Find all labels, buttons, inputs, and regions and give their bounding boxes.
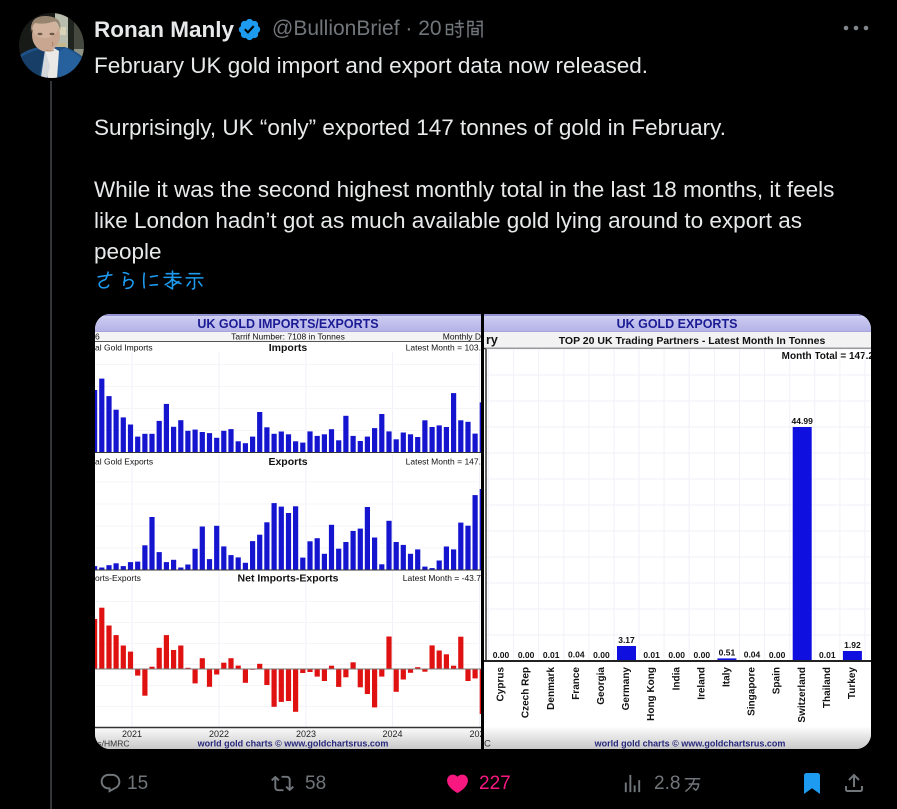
svg-text:0.00: 0.00 xyxy=(668,650,685,660)
svg-text:3.17: 3.17 xyxy=(618,635,635,645)
svg-text:0.01: 0.01 xyxy=(543,650,560,660)
svg-text:France: France xyxy=(571,667,582,700)
svg-text:Month Total = 147.2: Month Total = 147.2 xyxy=(782,351,871,362)
svg-text:Hong Kong: Hong Kong xyxy=(646,667,657,721)
svg-text:2025: 2025 xyxy=(469,729,489,739)
svg-text:world gold charts © www.goldch: world gold charts © www.goldchartsrus.co… xyxy=(594,739,786,749)
svg-text:1.92: 1.92 xyxy=(844,640,861,650)
svg-text:world gold charts © www.goldch: world gold charts © www.goldchartsrus.co… xyxy=(197,739,389,749)
svg-text:Ireland: Ireland xyxy=(696,667,707,700)
svg-text:ts/HMRC: ts/HMRC xyxy=(95,739,129,749)
svg-text:Tarrif Number: 7108 in Tonnes: Tarrif Number: 7108 in Tonnes xyxy=(231,332,345,342)
svg-text:Monthly D: Monthly D xyxy=(443,332,481,342)
svg-text:0.01: 0.01 xyxy=(819,650,836,660)
svg-text:Czech Rep: Czech Rep xyxy=(521,667,532,718)
svg-text:2022: 2022 xyxy=(209,729,229,739)
svg-text:0.01: 0.01 xyxy=(643,650,660,660)
svg-text:Turkey: Turkey xyxy=(847,667,858,699)
svg-text:al Gold Imports: al Gold Imports xyxy=(95,343,153,353)
svg-text:6: 6 xyxy=(95,332,100,342)
svg-text:Latest Month = 147.: Latest Month = 147. xyxy=(406,457,481,467)
svg-text:Latest Month = -43.7: Latest Month = -43.7 xyxy=(403,573,481,583)
svg-text:2021: 2021 xyxy=(122,729,142,739)
svg-text:Singapore: Singapore xyxy=(747,667,758,716)
svg-text:UK GOLD EXPORTS: UK GOLD EXPORTS xyxy=(617,317,738,331)
svg-text:Switzerland: Switzerland xyxy=(797,667,808,723)
svg-text:Germany: Germany xyxy=(621,667,632,711)
svg-text:C: C xyxy=(484,739,491,750)
svg-text:Georgia: Georgia xyxy=(596,667,607,705)
svg-text:Thailand: Thailand xyxy=(822,667,833,708)
svg-text:Spain: Spain xyxy=(772,667,783,694)
svg-text:2024: 2024 xyxy=(382,729,402,739)
svg-text:Exports: Exports xyxy=(268,456,307,468)
svg-text:0.04: 0.04 xyxy=(744,650,761,660)
svg-text:ry: ry xyxy=(486,333,498,347)
svg-text:0.51: 0.51 xyxy=(719,647,736,657)
svg-text:TOP 20 UK Trading Partners - L: TOP 20 UK Trading Partners - Latest Mont… xyxy=(559,335,826,347)
svg-text:al Gold Exports: al Gold Exports xyxy=(95,457,153,467)
svg-text:Latest Month = 103.: Latest Month = 103. xyxy=(406,343,481,353)
svg-text:Net Imports-Exports: Net Imports-Exports xyxy=(238,573,339,585)
svg-text:Italy: Italy xyxy=(722,667,733,687)
svg-text:UK GOLD IMPORTS/EXPORTS: UK GOLD IMPORTS/EXPORTS xyxy=(197,317,378,331)
svg-text:2023: 2023 xyxy=(296,729,316,739)
svg-text:0.00: 0.00 xyxy=(769,650,786,660)
svg-text:orts-Exports: orts-Exports xyxy=(95,573,141,583)
svg-text:0.00: 0.00 xyxy=(493,650,510,660)
svg-text:0.00: 0.00 xyxy=(518,650,535,660)
svg-text:Cyprus: Cyprus xyxy=(496,667,507,702)
svg-text:0.00: 0.00 xyxy=(593,650,610,660)
svg-text:44.99: 44.99 xyxy=(792,416,814,426)
svg-text:0.04: 0.04 xyxy=(568,650,585,660)
svg-text:0.00: 0.00 xyxy=(694,650,711,660)
svg-text:Denmark: Denmark xyxy=(546,667,557,710)
svg-text:Imports: Imports xyxy=(269,342,308,354)
svg-text:India: India xyxy=(671,667,682,691)
